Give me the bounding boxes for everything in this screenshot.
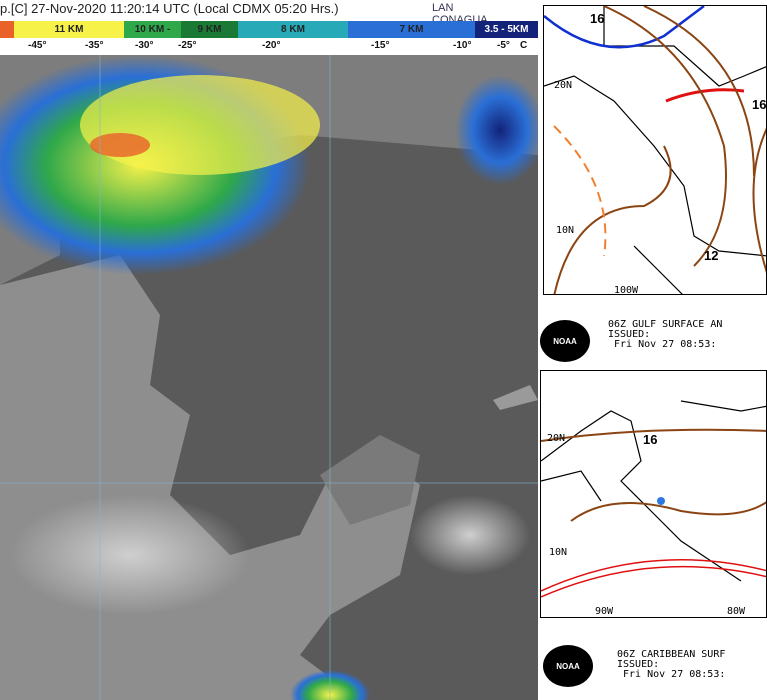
longitude-label: 90W bbox=[595, 606, 614, 617]
temperature-tick: -5° bbox=[497, 40, 510, 51]
coastline bbox=[541, 410, 742, 582]
temperature-tick: -35° bbox=[85, 40, 104, 51]
temperature-tick: -45° bbox=[28, 40, 47, 51]
colorbar-segment: 11 KM bbox=[14, 21, 124, 38]
color-scale-bar: 11 KM 10 KM -9 KM 8 KM 7 KM 3.5 - 5KM bbox=[0, 21, 538, 38]
pressure-label: 16 bbox=[752, 97, 766, 112]
colorbar-segment: 8 KM bbox=[238, 21, 348, 38]
longitude-label: 100W bbox=[614, 285, 639, 295]
temperature-tick: -20° bbox=[262, 40, 281, 51]
latitude-label: 10N bbox=[556, 225, 574, 236]
cuba bbox=[493, 385, 538, 410]
temperature-tick: -25° bbox=[178, 40, 197, 51]
temperature-tick: C bbox=[520, 40, 528, 51]
trough bbox=[553, 125, 607, 257]
caribbean-surface-map: 16 20N 10N 90W 80W bbox=[540, 370, 767, 618]
noaa-logo: NOAA bbox=[543, 645, 593, 687]
pressure-label: 12 bbox=[704, 248, 718, 263]
longitude-label: 80W bbox=[727, 606, 746, 617]
latitude-label: 20N bbox=[554, 80, 572, 91]
lan-logo: LAN bbox=[432, 2, 454, 14]
yucatan bbox=[320, 435, 420, 525]
colorbar-segment bbox=[0, 21, 14, 38]
temperature-scale: -45° -35° -30° -25° -20° -15° -10° -5° C bbox=[0, 40, 538, 54]
isobars bbox=[541, 428, 766, 522]
gulf-surface-map: 16 12 16 20N 10N 100W bbox=[543, 5, 767, 295]
pressure-label: 16 bbox=[590, 11, 604, 26]
cold-front bbox=[544, 6, 705, 49]
satellite-title: p.[C] 27-Nov-2020 11:20:14 UTC (Local CD… bbox=[0, 1, 339, 16]
latitude-label: 10N bbox=[549, 547, 567, 558]
colorbar-segment: 10 KM - bbox=[124, 21, 181, 38]
noaa-logo: NOAA bbox=[540, 320, 590, 362]
caribbean-map-header: 06Z CARIBBEAN SURF ISSUED: Fri Nov 27 08:… bbox=[617, 649, 726, 680]
temperature-tick: -10° bbox=[453, 40, 472, 51]
temperature-tick: -30° bbox=[135, 40, 154, 51]
isobars bbox=[553, 6, 766, 294]
isobars-red bbox=[541, 559, 766, 598]
coastline bbox=[544, 75, 766, 257]
latitude-label: 20N bbox=[547, 433, 565, 444]
temperature-tick: -15° bbox=[371, 40, 390, 51]
colorbar-segment: 7 KM bbox=[348, 21, 475, 38]
satellite-image bbox=[0, 55, 538, 700]
pressure-label: 16 bbox=[643, 432, 657, 447]
colorbar-segment: 9 KM bbox=[181, 21, 238, 38]
gulf-map-header: 06Z GULF SURFACE AN ISSUED: Fri Nov 27 08… bbox=[608, 319, 723, 350]
colorbar-segment: 3.5 - 5KM bbox=[475, 21, 538, 38]
satellite-panel: p.[C] 27-Nov-2020 11:20:14 UTC (Local CD… bbox=[0, 0, 538, 700]
